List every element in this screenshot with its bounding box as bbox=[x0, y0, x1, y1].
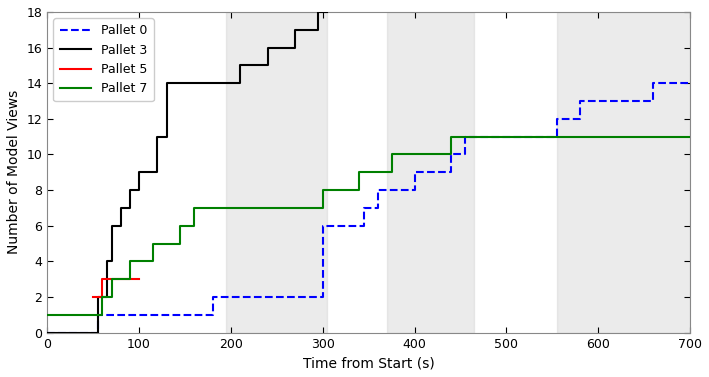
Pallet 3 bbox=[236, 63, 245, 67]
Line: Pallet 3: Pallet 3 bbox=[48, 12, 328, 333]
Pallet 7 bbox=[424, 152, 432, 157]
Pallet 5 bbox=[89, 295, 97, 299]
Pallet 3 bbox=[314, 10, 323, 14]
Pallet 7 bbox=[190, 206, 199, 210]
Pallet 0 bbox=[94, 313, 102, 317]
Pallet 7 bbox=[176, 224, 184, 228]
Bar bbox=[226, 12, 328, 333]
Pallet 3 bbox=[135, 170, 143, 175]
Pallet 0 bbox=[112, 313, 121, 317]
Pallet 0 bbox=[318, 224, 327, 228]
Pallet 3 bbox=[144, 170, 152, 175]
Pallet 0 bbox=[576, 99, 584, 103]
Pallet 7 bbox=[149, 241, 157, 246]
X-axis label: Time from Start (s): Time from Start (s) bbox=[303, 356, 435, 370]
Pallet 7 bbox=[89, 313, 97, 317]
Pallet 0 bbox=[411, 170, 419, 175]
Pallet 0 bbox=[392, 188, 401, 192]
Pallet 3 bbox=[43, 330, 52, 335]
Pallet 7 bbox=[686, 134, 694, 139]
Line: Pallet 0: Pallet 0 bbox=[48, 83, 690, 333]
Pallet 0 bbox=[172, 313, 180, 317]
Pallet 0 bbox=[461, 134, 469, 139]
Pallet 3 bbox=[125, 188, 134, 192]
Pallet 7 bbox=[447, 134, 456, 139]
Pallet 0 bbox=[190, 313, 199, 317]
Pallet 0 bbox=[686, 81, 694, 86]
Pallet 0 bbox=[447, 152, 456, 157]
Pallet 0 bbox=[502, 134, 510, 139]
Pallet 0 bbox=[613, 99, 621, 103]
Pallet 3 bbox=[245, 63, 254, 67]
Bar bbox=[387, 12, 474, 333]
Pallet 7 bbox=[135, 259, 143, 264]
Pallet 0 bbox=[374, 188, 382, 192]
Pallet 5 bbox=[98, 277, 106, 282]
Pallet 5 bbox=[94, 295, 102, 299]
Pallet 7 bbox=[465, 134, 474, 139]
Pallet 7 bbox=[333, 188, 341, 192]
Pallet 3 bbox=[107, 224, 116, 228]
Line: Pallet 7: Pallet 7 bbox=[48, 136, 690, 315]
Pallet 7 bbox=[318, 188, 327, 192]
Pallet 3 bbox=[323, 10, 332, 14]
Pallet 0 bbox=[208, 295, 217, 299]
Pallet 3 bbox=[153, 134, 162, 139]
Pallet 0 bbox=[346, 224, 354, 228]
Pallet 0 bbox=[153, 313, 162, 317]
Y-axis label: Number of Model Views: Number of Model Views bbox=[7, 90, 21, 254]
Line: Pallet 5: Pallet 5 bbox=[93, 279, 139, 297]
Pallet 7 bbox=[107, 277, 116, 282]
Pallet 3 bbox=[116, 206, 125, 210]
Pallet 0 bbox=[552, 116, 561, 121]
Pallet 5 bbox=[135, 277, 143, 282]
Pallet 7 bbox=[369, 170, 377, 175]
Pallet 0 bbox=[424, 170, 432, 175]
Pallet 7 bbox=[203, 206, 212, 210]
Pallet 3 bbox=[98, 295, 106, 299]
Pallet 7 bbox=[116, 277, 125, 282]
Pallet 0 bbox=[135, 313, 143, 317]
Bar bbox=[557, 12, 690, 333]
Pallet 0 bbox=[479, 134, 488, 139]
Pallet 7 bbox=[387, 152, 396, 157]
Pallet 7 bbox=[125, 259, 134, 264]
Pallet 3 bbox=[103, 259, 111, 264]
Pallet 5 bbox=[103, 277, 111, 282]
Pallet 3 bbox=[94, 295, 102, 299]
Pallet 7 bbox=[162, 241, 171, 246]
Pallet 7 bbox=[406, 152, 414, 157]
Pallet 0 bbox=[649, 81, 657, 86]
Pallet 5 bbox=[107, 277, 116, 282]
Pallet 3 bbox=[227, 81, 235, 86]
Pallet 7 bbox=[98, 295, 106, 299]
Legend: Pallet 0, Pallet 3, Pallet 5, Pallet 7: Pallet 0, Pallet 3, Pallet 5, Pallet 7 bbox=[53, 18, 154, 101]
Pallet 3 bbox=[263, 45, 272, 50]
Pallet 7 bbox=[222, 206, 230, 210]
Pallet 7 bbox=[355, 170, 364, 175]
Pallet 3 bbox=[291, 28, 299, 32]
Pallet 0 bbox=[359, 206, 368, 210]
Pallet 7 bbox=[43, 313, 52, 317]
Pallet 3 bbox=[162, 81, 171, 86]
Pallet 3 bbox=[89, 330, 97, 335]
Pallet 0 bbox=[43, 330, 52, 335]
Pallet 3 bbox=[305, 28, 313, 32]
Pallet 0 bbox=[222, 295, 230, 299]
